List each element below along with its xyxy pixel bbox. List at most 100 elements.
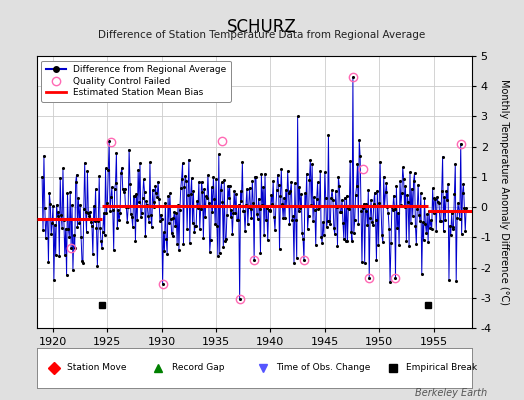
Point bbox=[61, 251, 69, 258]
Text: Station Move: Station Move bbox=[67, 364, 127, 372]
Point bbox=[157, 211, 165, 218]
Point bbox=[387, 240, 395, 246]
Point bbox=[110, 246, 118, 253]
Point bbox=[368, 219, 376, 225]
Point bbox=[395, 242, 403, 249]
Point bbox=[242, 202, 250, 208]
Point bbox=[390, 206, 399, 212]
Point bbox=[429, 210, 438, 217]
Point bbox=[143, 202, 151, 208]
Point bbox=[356, 153, 364, 160]
Point bbox=[195, 179, 203, 185]
Point bbox=[326, 221, 334, 228]
Point bbox=[295, 184, 303, 190]
Point bbox=[213, 222, 221, 229]
Point bbox=[137, 214, 145, 220]
Point bbox=[256, 250, 265, 256]
Point bbox=[150, 204, 159, 211]
Point bbox=[377, 203, 385, 209]
Point bbox=[410, 170, 419, 176]
Point bbox=[392, 183, 400, 189]
Point bbox=[203, 195, 211, 201]
Point bbox=[46, 200, 54, 207]
Point bbox=[64, 226, 73, 232]
Point bbox=[415, 212, 423, 218]
Point bbox=[215, 250, 224, 256]
Point bbox=[282, 203, 291, 209]
Point bbox=[432, 228, 441, 234]
Point bbox=[309, 217, 317, 224]
Point bbox=[271, 203, 280, 209]
Point bbox=[406, 169, 414, 176]
Point bbox=[287, 179, 296, 186]
Point bbox=[439, 154, 447, 160]
Point bbox=[69, 266, 77, 273]
Point bbox=[269, 178, 277, 185]
Point bbox=[421, 221, 430, 227]
Point bbox=[263, 205, 271, 212]
Point bbox=[397, 202, 405, 208]
Point bbox=[430, 194, 439, 201]
Point bbox=[92, 224, 101, 231]
Point bbox=[185, 240, 194, 246]
Point bbox=[131, 238, 139, 244]
Point bbox=[358, 204, 367, 211]
Point bbox=[75, 220, 83, 226]
Point bbox=[324, 132, 333, 138]
Point bbox=[328, 186, 336, 193]
Point bbox=[128, 224, 137, 230]
Point bbox=[209, 174, 217, 180]
Point bbox=[405, 242, 413, 249]
Legend: Difference from Regional Average, Quality Control Failed, Estimated Station Mean: Difference from Regional Average, Qualit… bbox=[41, 60, 231, 102]
Point bbox=[87, 219, 95, 225]
Point bbox=[244, 221, 252, 227]
Point bbox=[258, 202, 267, 208]
Point bbox=[158, 215, 166, 222]
Point bbox=[279, 215, 287, 222]
Point bbox=[456, 140, 465, 147]
Point bbox=[298, 230, 307, 236]
Point bbox=[399, 164, 407, 170]
Point bbox=[196, 206, 205, 212]
Point bbox=[114, 207, 123, 214]
Point bbox=[366, 214, 374, 221]
Point bbox=[283, 168, 292, 174]
Point bbox=[140, 188, 149, 195]
Point bbox=[319, 219, 327, 225]
Point bbox=[82, 228, 91, 235]
Point bbox=[428, 225, 436, 232]
Point bbox=[427, 217, 435, 223]
Point bbox=[444, 181, 452, 188]
Point bbox=[265, 208, 274, 214]
Point bbox=[264, 237, 272, 244]
Point bbox=[335, 183, 344, 190]
Point bbox=[396, 178, 404, 185]
Point bbox=[156, 218, 164, 224]
Point bbox=[78, 258, 86, 264]
Point bbox=[333, 243, 342, 250]
Point bbox=[292, 255, 301, 261]
Point bbox=[439, 228, 447, 234]
Point bbox=[447, 210, 456, 217]
Point bbox=[198, 178, 206, 185]
Point bbox=[99, 228, 107, 235]
Point bbox=[51, 222, 59, 228]
Point bbox=[270, 214, 278, 220]
Point bbox=[436, 218, 445, 224]
Point bbox=[425, 208, 433, 214]
Point bbox=[41, 235, 50, 241]
Point bbox=[83, 168, 92, 174]
Point bbox=[94, 218, 103, 224]
Point bbox=[139, 176, 148, 183]
Point bbox=[417, 190, 425, 197]
Point bbox=[416, 218, 424, 224]
Point bbox=[418, 271, 426, 277]
Point bbox=[188, 220, 196, 226]
Point bbox=[243, 186, 251, 192]
Point bbox=[184, 192, 192, 198]
Point bbox=[445, 277, 453, 283]
Point bbox=[237, 198, 246, 204]
Point bbox=[330, 225, 338, 231]
Point bbox=[246, 206, 255, 212]
Point bbox=[409, 178, 418, 184]
